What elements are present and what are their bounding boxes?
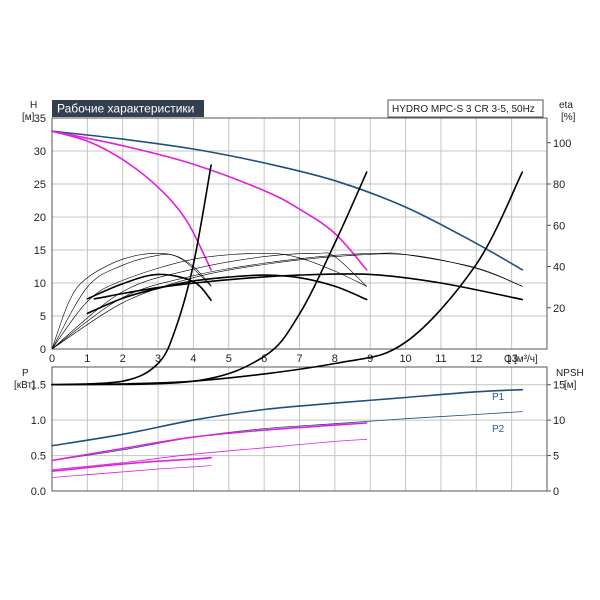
npsh-tick-label: 15: [553, 380, 565, 392]
head-panel-efficiency-curve-10: [51, 252, 367, 350]
x-tick-label: 0: [49, 353, 55, 365]
head-axis-unit: [м]: [22, 112, 35, 123]
p2-label: P2: [492, 424, 505, 435]
x-tick-label: 12: [470, 353, 482, 365]
head-panel-efficiency-curve-6: [51, 253, 523, 350]
eta-tick-label: 40: [553, 262, 565, 274]
x-tick-label: 9: [367, 353, 373, 365]
power-panel-grid: [51, 367, 548, 492]
power-panel-p1-curve-0: [51, 388, 524, 447]
x-tick-label: 1: [84, 353, 90, 365]
power-tick-label: 0.0: [31, 486, 46, 498]
power-panel-npsh-curve-7: [51, 171, 368, 386]
head-tick-label: 30: [34, 146, 46, 158]
power-axis-unit: [кВт]: [14, 380, 35, 391]
head-tick-label: 35: [34, 113, 46, 125]
x-tick-label: 3: [155, 353, 161, 365]
flow-axis-unit: [м³/ч]: [514, 354, 538, 365]
x-tick-label: 5: [226, 353, 232, 365]
head-panel-efficiency-curve-4: [86, 274, 368, 315]
x-tick-label: 4: [190, 353, 196, 365]
power-tick-label: 1.5: [31, 380, 46, 392]
x-tick-label: 8: [332, 353, 338, 365]
head-axis-label: H: [30, 100, 37, 111]
npsh-tick-label: 10: [553, 415, 565, 427]
power-tick-label: 1.0: [31, 415, 46, 427]
eta-tick-label: 60: [553, 220, 565, 232]
power-panel-frame: [51, 366, 548, 492]
npsh-tick-label: 0: [553, 486, 559, 498]
npsh-axis-unit: [м]: [564, 380, 577, 391]
head-tick-label: 5: [40, 311, 46, 323]
power-panel-p2-curve-3: [51, 438, 368, 471]
head-tick-label: 10: [34, 278, 46, 290]
head-panel-efficiency-curve-7: [51, 252, 367, 350]
head-tick-label: 0: [40, 344, 46, 356]
head-panel-head-curve-0: [51, 130, 524, 271]
title-badge: [52, 100, 204, 117]
head-tick-label: 15: [34, 245, 46, 257]
flow-axis-label: Q: [504, 354, 512, 365]
power-panel-curves: [51, 164, 524, 478]
head-panel-head-curve-2: [51, 130, 212, 271]
head-tick-label: 25: [34, 179, 46, 191]
head-panel-efficiency-curve-8: [51, 252, 212, 350]
model-label: HYDRO MPC-S 3 CR 3-5, 50Hz: [392, 104, 535, 115]
power-panel-p1-curve-4: [51, 456, 212, 472]
power-panel-p1-curve-2: [51, 422, 368, 462]
eta-tick-label: 100: [553, 138, 571, 150]
model-box: [387, 99, 544, 118]
x-tick-label: 7: [296, 353, 302, 365]
npsh-axis-label: NPSH: [556, 368, 584, 379]
eta-axis-label: eta: [559, 100, 573, 111]
power-tick-label: 0.5: [31, 451, 46, 463]
power-axis-label: P: [22, 368, 29, 379]
eta-tick-label: 20: [553, 303, 565, 315]
x-tick-label: 2: [120, 353, 126, 365]
head-panel-efficiency-curve-11: [51, 254, 212, 350]
head-tick-label: 20: [34, 212, 46, 224]
power-panel-npsh-curve-8: [51, 164, 212, 386]
eta-tick-label: 80: [553, 179, 565, 191]
tick-labels: 0 1 2 3 4 5 6 7 8 9 10 11 12 130510152025303520406080…: [31, 113, 572, 498]
power-panel-p2-curve-5: [51, 465, 212, 478]
p1-label: P1: [492, 392, 505, 403]
head-panel-efficiency-curve-5: [86, 273, 212, 301]
x-tick-label: 11: [435, 353, 446, 365]
x-tick-label: 13: [506, 353, 518, 365]
npsh-tick-label: 5: [553, 451, 559, 463]
power-panel-p2-curve-1: [51, 411, 523, 461]
x-tick-label: 10: [399, 353, 411, 365]
chart-title: Рабочие характеристики: [57, 102, 194, 116]
head-panel-frame: [51, 117, 548, 350]
head-panel-head-curve-1: [51, 130, 368, 271]
eta-axis-unit: [%]: [561, 112, 576, 123]
x-tick-label: 6: [261, 353, 267, 365]
head-panel-curves: [51, 130, 524, 350]
